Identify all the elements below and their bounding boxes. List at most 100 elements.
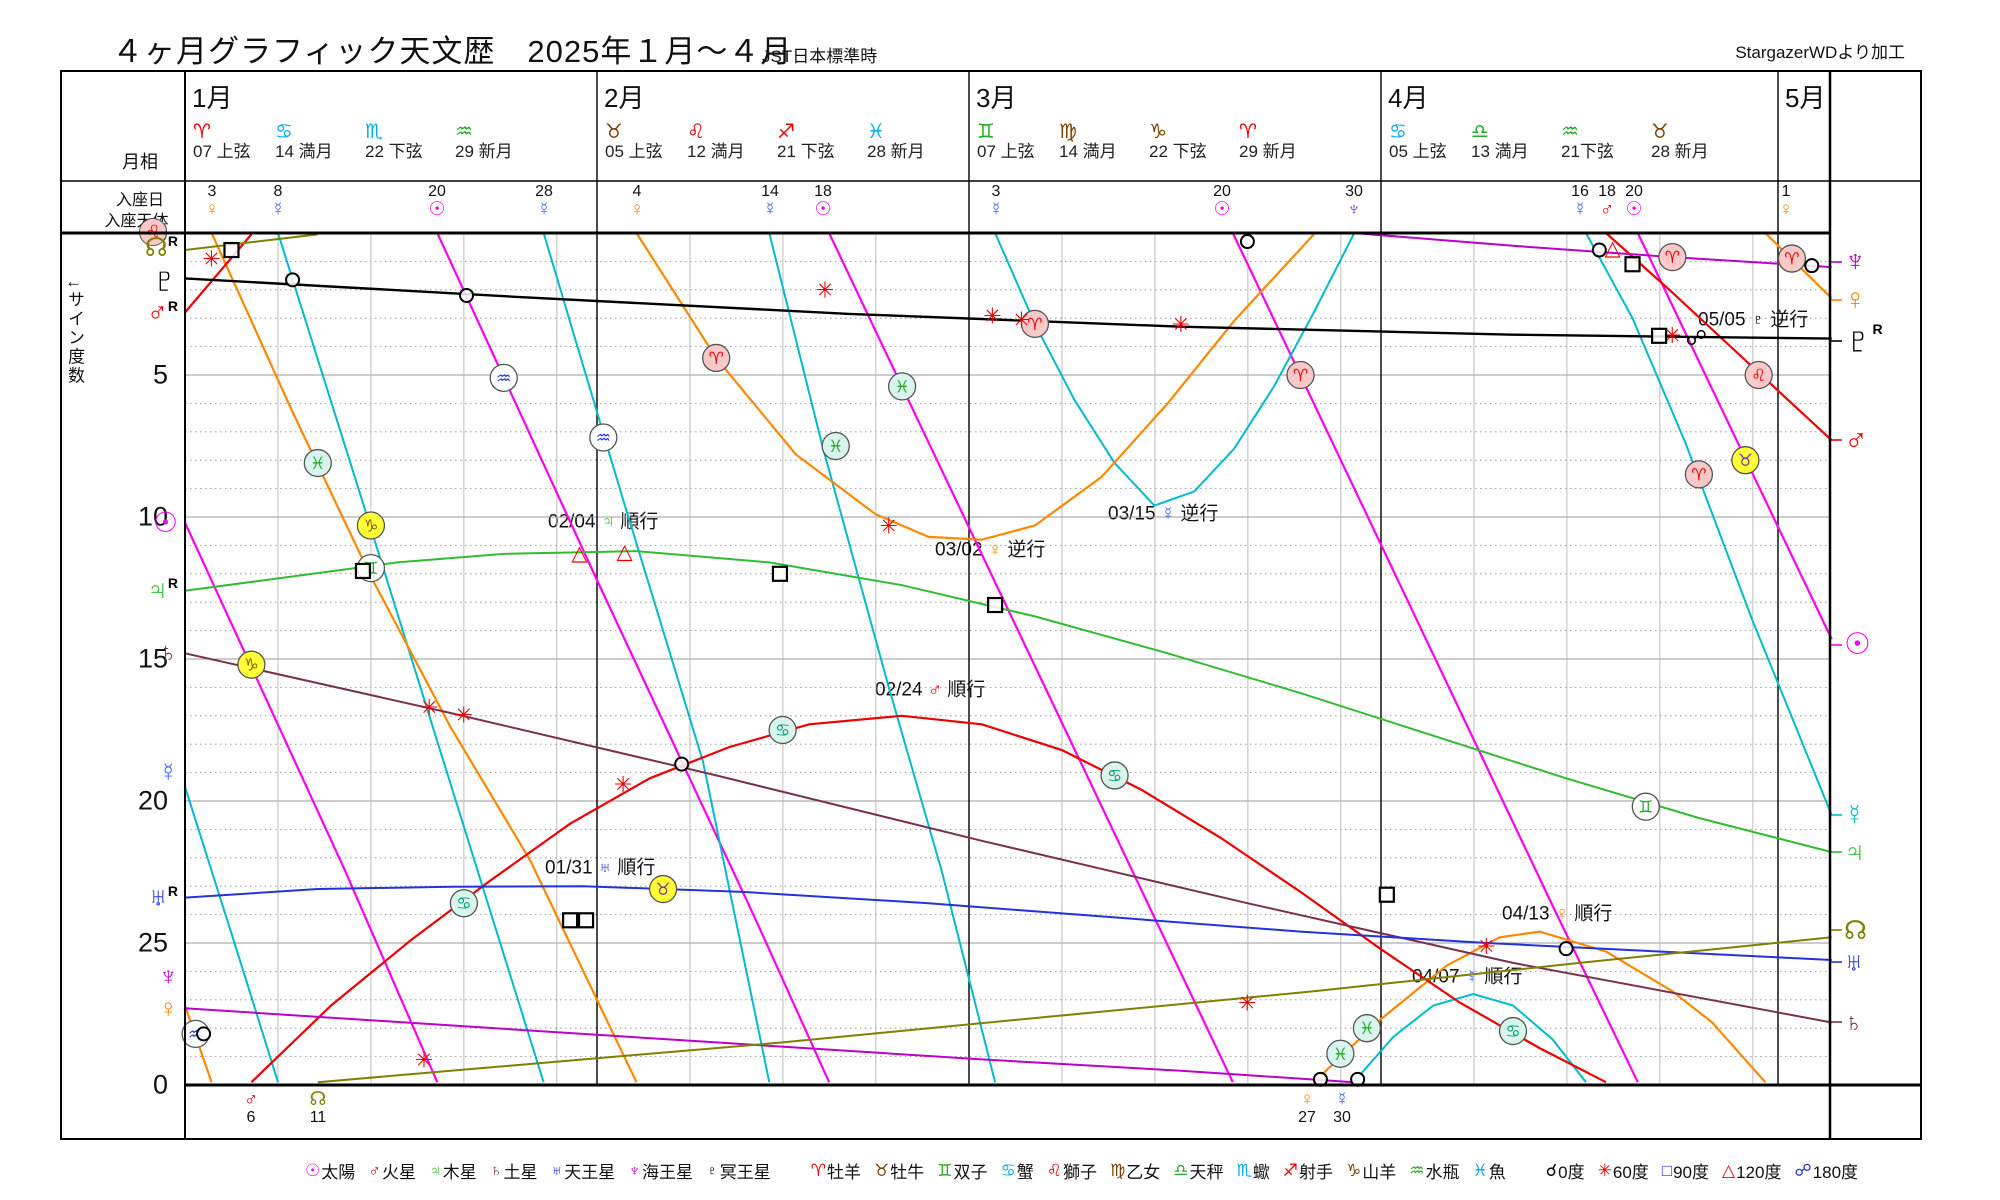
planet-start-label: ♅R (118, 884, 178, 910)
planet-end-label: ♀ (1844, 285, 1867, 315)
sign-marker-glyph: ♈ (1784, 250, 1799, 270)
ingress-day: 3 (991, 183, 1001, 200)
legend-sign-label: 蟹 (1016, 1163, 1034, 1182)
timezone-note: JST日本標準時 (762, 47, 878, 66)
moon-phase-entry: ♉ 28 新月 (1651, 122, 1709, 161)
ingress-entry: 20 ☉ (1625, 183, 1643, 220)
aspect-sext-marker: ✳ (1012, 309, 1030, 334)
legend-aspect-icon: □ (1661, 1160, 1673, 1180)
sign-marker-circle (1100, 761, 1129, 790)
ingress-day: 18 (1598, 183, 1616, 200)
aspect-conjunction-marker (196, 1026, 212, 1042)
station-direction: 順行 (1569, 903, 1613, 925)
moon-phase-sign-icon: ♒ (455, 121, 473, 143)
legend-planet: ☉ 太陽 (305, 1158, 355, 1183)
moon-phase-entry: ♎ 13 満月 (1471, 122, 1529, 161)
legend-planet-icon: ♇ (706, 1160, 719, 1180)
ingress-day: 20 (1625, 183, 1643, 200)
station-direction: 逆行 (1002, 539, 1046, 561)
ingress-planet-icon: ☿ (762, 199, 778, 220)
legend-sign-label: 水瓶 (1425, 1163, 1460, 1182)
planet-end-label: ♇R (1844, 322, 1883, 360)
month-label: 2月 (604, 83, 645, 113)
legend-sign: ♑ 山羊 (1346, 1158, 1396, 1183)
aspect-sext-marker: ✳ (816, 279, 834, 304)
sign-marker-circle (1777, 244, 1807, 273)
planet-start-label: ♀ (118, 995, 179, 1021)
ingress-entry: 18 ☉ (814, 184, 832, 220)
ingress-day: 16 (1571, 183, 1589, 200)
ingress-entry: 3 ☿ (989, 183, 1003, 220)
moon-phase-entry: ♒ 21下弦 (1561, 122, 1614, 161)
moon-phase-label: 05 上弦 (605, 142, 663, 161)
legend-planet-label: 天王星 (564, 1163, 616, 1182)
month-label: 1月 (192, 83, 233, 113)
planet-glyph-icon: ☉ (1844, 628, 1871, 661)
moon-phase-entry: ♈ 29 新月 (1239, 122, 1297, 161)
ingress-planet-icon: ☉ (428, 199, 446, 220)
legend-aspect-label: 60度 (1612, 1163, 1649, 1182)
y-tick-label: 15 (137, 643, 168, 674)
sign-marker-circle (237, 650, 266, 679)
legend-planet-icon: ♃ (429, 1160, 442, 1180)
moon-phase-label: 21下弦 (1561, 142, 1614, 161)
ingress-planet-icon: ☿ (536, 199, 552, 220)
legend-sign: ♈ 牡羊 (811, 1158, 861, 1183)
moon-phase-entry: ♌ 12 満月 (687, 122, 745, 161)
sign-marker-circle (1286, 360, 1315, 390)
aspect-sext-marker: ✳ (1172, 313, 1190, 338)
aspect-square-marker (771, 565, 789, 582)
legend-sign-icon: ♒ (1409, 1160, 1425, 1180)
sign-exit-entry: ♂ 6 (244, 1090, 258, 1127)
planet-glyph-icon: ☊ (144, 232, 168, 262)
legend-sign: ♎ 天秤 (1173, 1158, 1223, 1183)
moon-phase-label: 14 満月 (1059, 142, 1117, 161)
sign-marker-circle (702, 343, 731, 373)
sign-marker-glyph: ♒ (496, 369, 511, 389)
series-line-☿ (184, 232, 1833, 1083)
aspect-square-marker (577, 912, 595, 929)
planet-glyph-icon: ♂ (146, 297, 168, 328)
planet-end-label: ☿ (1844, 801, 1865, 829)
legend-sign-label: 蠍 (1252, 1163, 1270, 1182)
legend-sign-label: 天秤 (1189, 1163, 1224, 1182)
aspect-square-marker (223, 241, 240, 259)
ingress-planet-icon: ☿ (270, 199, 286, 220)
station-date: 03/15 (1108, 503, 1161, 525)
month-label: 3月 (976, 83, 1017, 113)
y-tick-label: 20 (137, 785, 168, 816)
sign-marker-circle (1684, 460, 1714, 489)
aspect-square-marker (986, 596, 1004, 614)
legend-sign-icon: ♏ (1236, 1160, 1252, 1180)
station-direction: 逆行 (1175, 503, 1219, 525)
ingress-planet-icon: ♀ (1778, 199, 1794, 220)
legend-planet-icon: ♂ (368, 1160, 381, 1180)
sign-marker-glyph: ♑ (363, 517, 378, 537)
legend-planet-label: 海王星 (642, 1163, 693, 1182)
series-line-♃ (184, 550, 1832, 854)
station-planet-icon: ♇ (1750, 309, 1766, 331)
legend-planet-icon: ♆ (628, 1160, 641, 1180)
station-direction: 逆行 (1765, 309, 1809, 331)
planet-glyph-icon: ♃ (1844, 836, 1865, 867)
station-date: 04/07 (1412, 966, 1465, 988)
ingress-entry: 8 ☿ (270, 184, 286, 220)
sign-marker-circle (1631, 792, 1660, 821)
aspect-conjunction-marker (285, 272, 301, 288)
ingress-entry: 20 ☉ (428, 184, 446, 220)
sign-marker-circle (449, 889, 479, 918)
station-date: 04/13 (1502, 903, 1555, 925)
planet-glyph-icon: ♄ (1844, 1007, 1864, 1037)
y-tick-label: 10 (137, 501, 168, 532)
legend-sign: ♒ 水瓶 (1409, 1158, 1459, 1183)
moon-phase-sign-icon: ♈ (1239, 121, 1257, 143)
ingress-day: 4 (632, 183, 642, 200)
legend-aspect-icon: ☌ (1545, 1160, 1558, 1180)
legend-planet-label: 太陽 (321, 1163, 356, 1182)
legend-sign: ♉ 牡牛 (874, 1158, 924, 1183)
ingress-planet-icon: ☉ (814, 199, 832, 220)
moon-phase-sign-icon: ♐ (777, 121, 795, 143)
sign-marker-glyph: ♋ (456, 894, 471, 914)
retrograde-flag: R (167, 575, 178, 591)
sign-marker-circle (303, 448, 332, 478)
